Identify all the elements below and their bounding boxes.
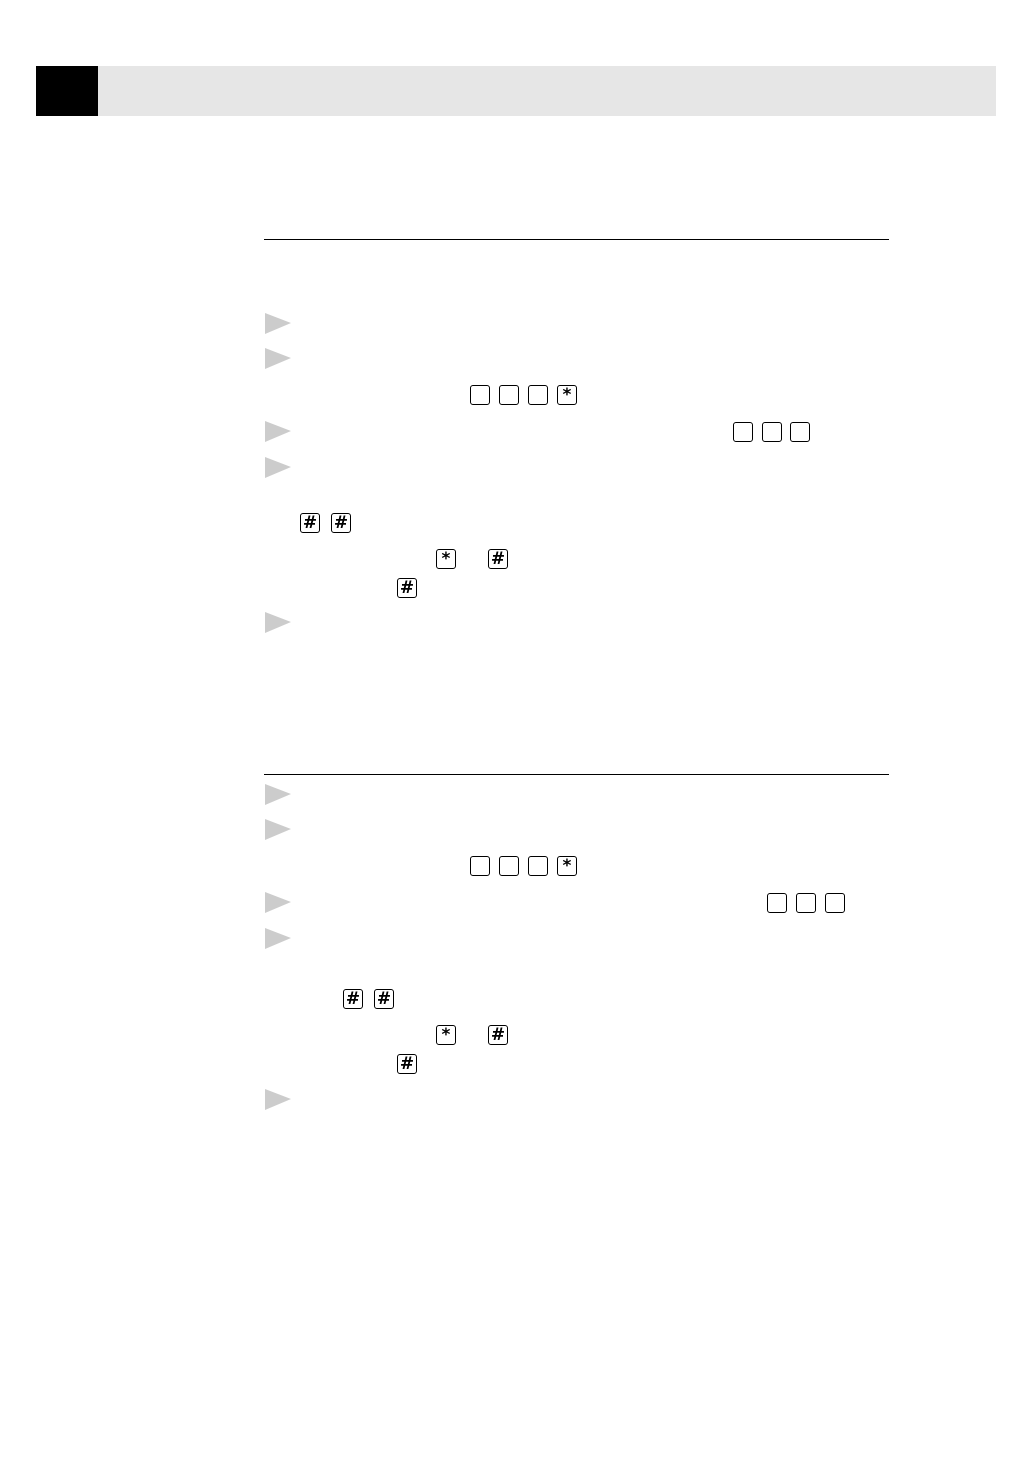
- key-box: [733, 422, 753, 442]
- key-box: *: [557, 385, 577, 405]
- key-box: #: [488, 1025, 508, 1045]
- key-box: [528, 856, 548, 876]
- step-marker: [265, 348, 291, 369]
- key-box: *: [436, 1025, 456, 1045]
- section-rule: [264, 774, 889, 775]
- key-box: #: [331, 513, 351, 533]
- key-box: #: [374, 989, 394, 1009]
- step-marker: [265, 313, 291, 334]
- step-marker: [265, 928, 291, 949]
- key-box: [825, 893, 845, 913]
- header-tab: [36, 66, 98, 116]
- key-box: #: [488, 549, 508, 569]
- key-box: [470, 856, 490, 876]
- step-marker: [265, 612, 291, 633]
- key-box: [790, 422, 810, 442]
- step-marker: [265, 784, 291, 805]
- key-box: #: [397, 1054, 417, 1074]
- key-box: #: [397, 578, 417, 598]
- step-marker: [265, 421, 291, 442]
- step-marker: [265, 892, 291, 913]
- step-marker: [265, 457, 291, 478]
- step-marker: [265, 1089, 291, 1110]
- key-box: [528, 385, 548, 405]
- section-rule: [264, 239, 889, 240]
- step-marker: [265, 819, 291, 840]
- key-box: [767, 893, 787, 913]
- key-box: #: [343, 989, 363, 1009]
- key-box: [499, 385, 519, 405]
- key-box: *: [436, 549, 456, 569]
- key-box: *: [557, 856, 577, 876]
- header-bar: [36, 66, 996, 116]
- key-box: [762, 422, 782, 442]
- key-box: #: [300, 513, 320, 533]
- key-box: [470, 385, 490, 405]
- key-box: [796, 893, 816, 913]
- key-box: [499, 856, 519, 876]
